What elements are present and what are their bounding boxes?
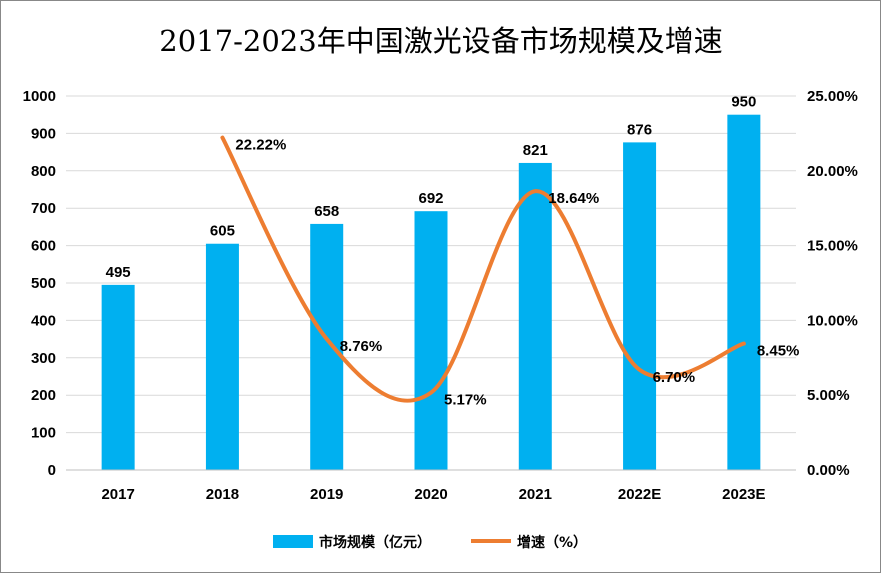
line-data-label: 8.45% xyxy=(757,343,800,360)
x-tick-label: 2017 xyxy=(101,486,134,503)
bar-2020 xyxy=(414,211,448,470)
legend-swatch-bar xyxy=(273,535,313,548)
line-data-label: 6.70% xyxy=(653,369,696,386)
y-right-tick-label: 0.00% xyxy=(807,462,850,479)
legend: 市场规模（亿元） 增速（%） xyxy=(273,534,587,551)
line-data-label: 8.76% xyxy=(340,338,383,355)
line-data-label: 5.17% xyxy=(444,392,487,409)
bar-2017 xyxy=(101,284,135,470)
bar-data-label: 658 xyxy=(314,203,339,220)
legend-label-line: 增速（%） xyxy=(517,534,587,551)
y-right-tick-label: 25.00% xyxy=(807,88,858,105)
bar-data-label: 821 xyxy=(523,142,548,159)
y-right-tick-label: 15.00% xyxy=(807,238,858,255)
y-left-tick-label: 700 xyxy=(31,200,56,217)
y-left-tick-label: 900 xyxy=(31,125,56,142)
y-left-tick-label: 1000 xyxy=(23,88,56,105)
y-left-tick-label: 600 xyxy=(31,238,56,255)
y-right-tick-label: 5.00% xyxy=(807,387,850,404)
x-tick-label: 2020 xyxy=(414,486,447,503)
bar-2023E xyxy=(727,114,761,470)
line-data-label: 18.64% xyxy=(548,190,599,207)
bar-2019 xyxy=(310,223,344,470)
bar-2018 xyxy=(205,243,239,470)
y-left-tick-label: 200 xyxy=(31,387,56,404)
y-left-tick-label: 0 xyxy=(48,462,56,479)
y-left-tick-label: 100 xyxy=(31,425,56,442)
line-data-label: 22.22% xyxy=(235,137,286,154)
y-right-tick-label: 10.00% xyxy=(807,312,858,329)
chart-title: 2017-2023年中国激光设备市场规模及增速 xyxy=(159,24,722,58)
bar-data-label: 495 xyxy=(106,264,131,281)
bar-data-label: 950 xyxy=(731,94,756,111)
y-left-tick-label: 300 xyxy=(31,350,56,367)
bar-data-label: 692 xyxy=(418,190,443,207)
x-tick-label: 2021 xyxy=(519,486,552,503)
y-right-tick-label: 20.00% xyxy=(807,163,858,180)
bar-2021 xyxy=(518,162,552,471)
bar-data-label: 605 xyxy=(210,223,235,240)
legend-label-bar: 市场规模（亿元） xyxy=(319,534,431,551)
growth-line xyxy=(220,135,746,403)
y-left-tick-label: 500 xyxy=(31,275,56,292)
x-tick-label: 2022E xyxy=(618,486,661,503)
y-left-tick-label: 400 xyxy=(31,312,56,329)
x-tick-label: 2018 xyxy=(206,486,239,503)
x-tick-label: 2023E xyxy=(722,486,765,503)
x-tick-label: 2019 xyxy=(310,486,343,503)
bar-data-label: 876 xyxy=(627,121,652,138)
bar-2022E xyxy=(623,142,657,470)
y-left-tick-label: 800 xyxy=(31,163,56,180)
